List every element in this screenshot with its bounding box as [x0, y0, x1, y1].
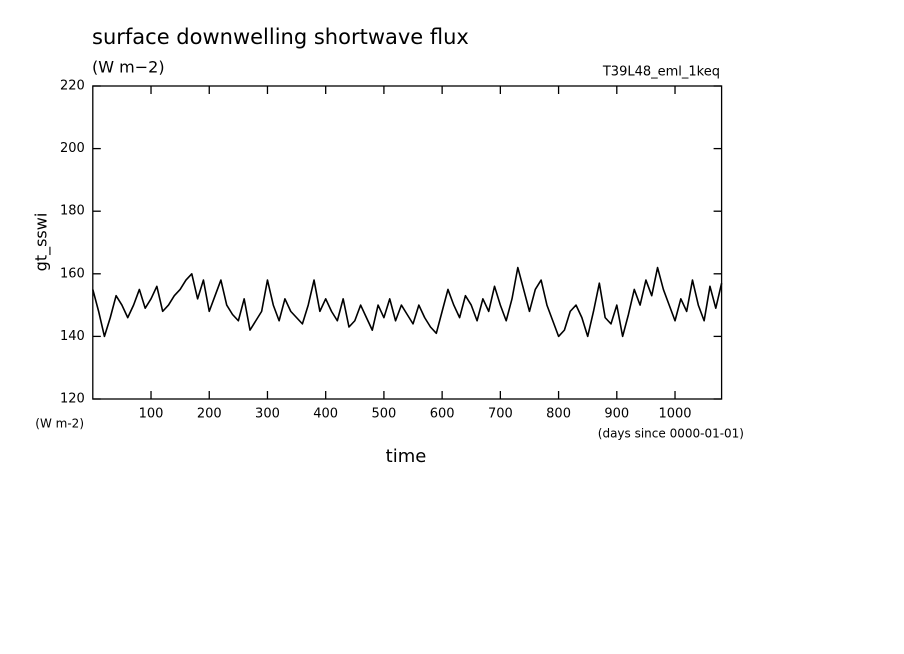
y-tick-label: 160 [60, 266, 85, 281]
annotation: T39L48_eml_1keq [602, 65, 720, 80]
x-tick-label: 500 [371, 407, 396, 422]
x-tick-label: 200 [197, 407, 222, 422]
chart-title: surface downwelling shortwave flux [92, 25, 469, 49]
x-tick-label: 800 [546, 407, 571, 422]
x-tick-label: 100 [139, 407, 164, 422]
y-units: (W m-2) [35, 417, 84, 431]
x-tick-label: 700 [488, 407, 513, 422]
x-tick-label: 600 [430, 407, 455, 422]
plot-frame [92, 85, 723, 400]
y-tick-label: 180 [60, 204, 85, 219]
y-axis-label: gt_sswi [32, 213, 52, 272]
y-tick-label: 220 [60, 79, 85, 94]
y-tick-label: 200 [60, 141, 85, 156]
x-tick-label: 900 [604, 407, 629, 422]
x-tick-label: 300 [255, 407, 280, 422]
x-tick-label: 1000 [658, 407, 691, 422]
x-units: (days since 0000-01-01) [598, 427, 744, 441]
chart-subtitle: (W m−2) [92, 58, 165, 77]
y-tick-label: 120 [60, 392, 85, 407]
data-line [92, 266, 723, 338]
x-tick-label: 400 [313, 407, 338, 422]
x-axis-label: time [386, 446, 427, 467]
y-tick-label: 140 [60, 329, 85, 344]
